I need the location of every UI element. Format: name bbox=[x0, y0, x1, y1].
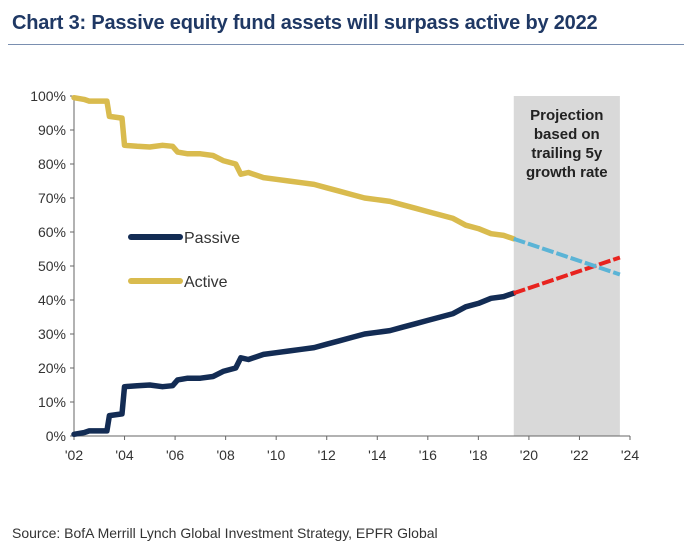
y-tick-label: 70% bbox=[38, 190, 66, 206]
x-tick-label: '12 bbox=[318, 447, 336, 463]
y-tick-label: 80% bbox=[38, 156, 66, 172]
series-line-3 bbox=[513, 236, 621, 277]
series-line-1 bbox=[71, 94, 517, 242]
projection-shade bbox=[513, 96, 620, 436]
tick-labels: 0% 10% 20% 30% 40% 50% 60% 70% 80% 90% 100% '02 '04 '… bbox=[30, 88, 639, 463]
x-tick-label: '18 bbox=[469, 447, 487, 463]
projection-label-line: growth rate bbox=[526, 164, 608, 181]
x-tick-label: '16 bbox=[419, 447, 437, 463]
y-tick-label: 20% bbox=[38, 360, 66, 376]
projection-label-line: trailing 5y bbox=[531, 145, 603, 162]
legend-label: Passive bbox=[184, 230, 240, 247]
x-tick-label: '20 bbox=[520, 447, 538, 463]
y-tick-label: 60% bbox=[38, 224, 66, 240]
y-tick-label: 100% bbox=[30, 88, 66, 104]
projection-label-line: based on bbox=[534, 126, 600, 143]
x-tick-label: '08 bbox=[217, 447, 235, 463]
chart-title: Chart 3: Passive equity fund assets will… bbox=[12, 12, 598, 34]
source-note: Source: BofA Merrill Lynch Global Invest… bbox=[12, 525, 438, 541]
projection-label-line: Projection bbox=[530, 107, 603, 124]
x-tick-label: '10 bbox=[267, 447, 285, 463]
x-tick-label: '22 bbox=[570, 447, 588, 463]
x-tick-label: '14 bbox=[368, 447, 386, 463]
series-line-0 bbox=[71, 290, 517, 438]
y-tick-label: 40% bbox=[38, 292, 66, 308]
y-tick-label: 90% bbox=[38, 122, 66, 138]
x-tick-label: '24 bbox=[621, 447, 639, 463]
series-lines bbox=[71, 94, 621, 438]
series-line-2 bbox=[513, 255, 621, 296]
title-divider bbox=[8, 44, 684, 45]
x-tick-label: '02 bbox=[65, 447, 83, 463]
y-tick-label: 30% bbox=[38, 326, 66, 342]
x-tick-label: '06 bbox=[166, 447, 184, 463]
legend-label: Active bbox=[184, 274, 228, 291]
x-tick-label: '04 bbox=[115, 447, 133, 463]
y-tick-label: 10% bbox=[38, 394, 66, 410]
projection-region: Projection based on trailing 5y growth rate bbox=[513, 96, 620, 436]
legend: Passive Active bbox=[128, 230, 240, 291]
projection-label: Projection based on trailing 5y growth rate bbox=[526, 107, 608, 181]
y-tick-label: 0% bbox=[46, 428, 66, 444]
y-tick-label: 50% bbox=[38, 258, 66, 274]
